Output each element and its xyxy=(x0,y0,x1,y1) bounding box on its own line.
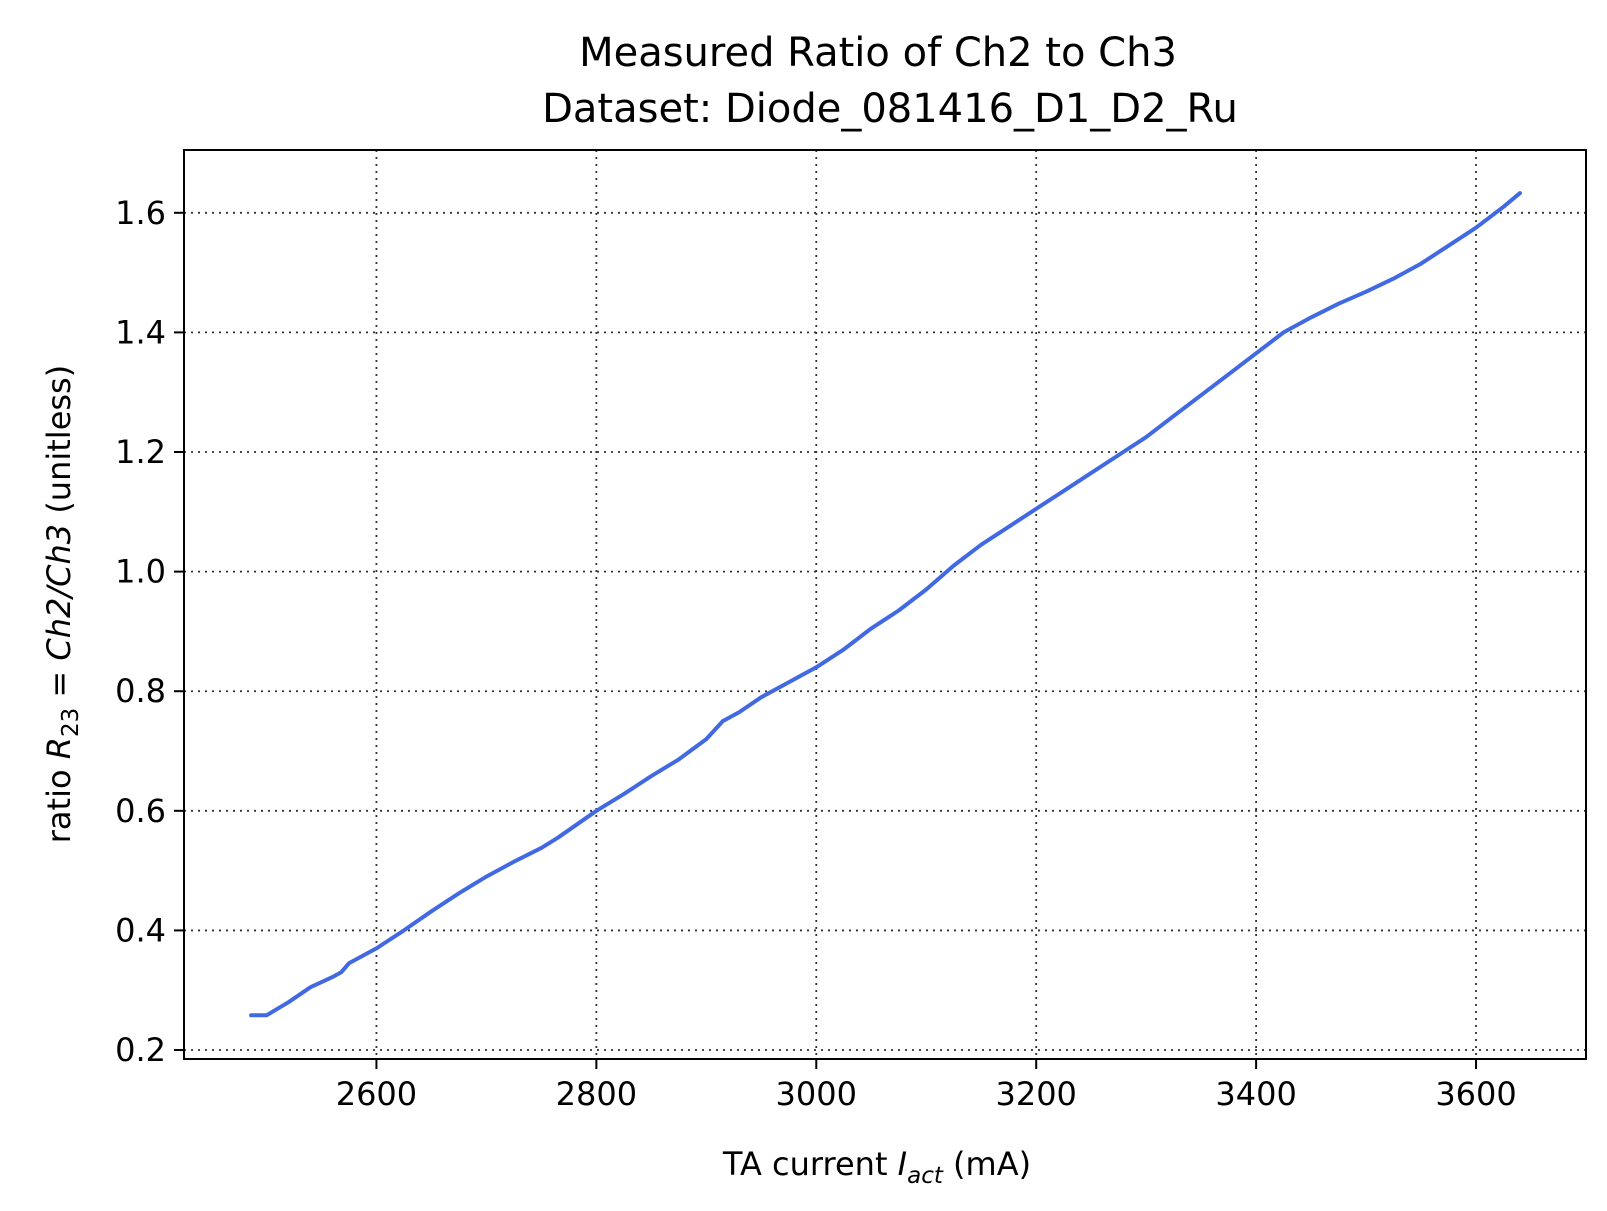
y-ticks: 0.2 0.4 0.6 0.8 1.0 1.2 1.4 1.6 xyxy=(115,194,184,1069)
x-ticks: 2600 2800 3000 3200 3400 3600 xyxy=(336,1059,1517,1113)
y-tick-label: 0.2 xyxy=(115,1031,166,1069)
y-axis-label-prefix: ratio xyxy=(40,759,78,843)
x-tick-label: 3400 xyxy=(1215,1075,1296,1113)
x-tick-label: 2800 xyxy=(556,1075,637,1113)
x-tick-label: 3600 xyxy=(1435,1075,1516,1113)
y-axis-label-suffix: (unitless) xyxy=(40,365,78,524)
y-tick-label: 0.6 xyxy=(115,792,166,830)
x-tick-label: 2600 xyxy=(336,1075,417,1113)
y-axis-label: ratio R23 = Ch2/Ch3 (unitless) xyxy=(40,365,84,843)
x-axis-label-prefix: TA current xyxy=(722,1145,898,1183)
y-axis-label-equation: = Ch2/Ch3 xyxy=(40,524,78,708)
y-tick-label: 1.4 xyxy=(115,313,166,351)
chart-subtitle: Dataset: Diode_081416_D1_D2_Ru xyxy=(542,86,1238,132)
y-axis-label-subscript: 23 xyxy=(58,708,84,737)
x-axis-label-subscript: act xyxy=(907,1163,944,1189)
chart-title: Measured Ratio of Ch2 to Ch3 xyxy=(579,30,1177,76)
y-tick-label: 0.8 xyxy=(115,672,166,710)
x-axis-label-suffix: (mA) xyxy=(943,1145,1031,1183)
y-tick-label: 1.6 xyxy=(115,194,166,232)
y-tick-label: 1.0 xyxy=(115,553,166,591)
series-layer xyxy=(249,191,1522,1018)
y-tick-label: 1.2 xyxy=(115,433,166,471)
x-tick-label: 3000 xyxy=(776,1075,857,1113)
series-line-0 xyxy=(249,191,1522,1018)
y-axis-label-symbol: R xyxy=(40,737,78,759)
x-axis-label-symbol: I xyxy=(898,1145,907,1183)
grid-lines xyxy=(184,150,1586,1059)
y-tick-label: 0.4 xyxy=(115,911,166,949)
plot-frame xyxy=(183,149,1587,1060)
x-tick-label: 3200 xyxy=(995,1075,1076,1113)
x-axis-label: TA current Iact (mA) xyxy=(722,1145,1031,1189)
